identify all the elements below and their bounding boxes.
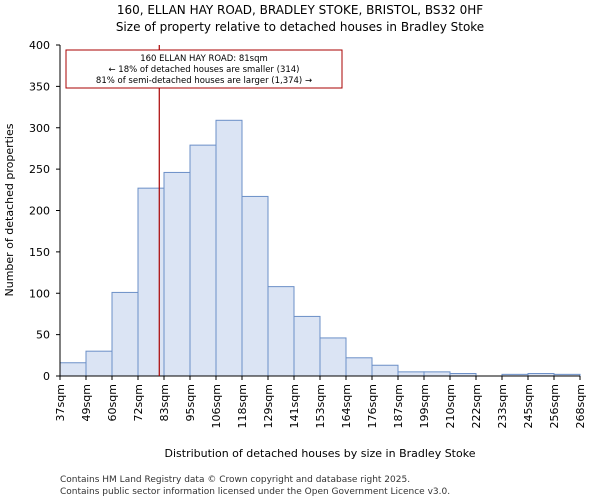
chart-title: 160, ELLAN HAY ROAD, BRADLEY STOKE, BRIS… bbox=[117, 3, 483, 17]
bar bbox=[371, 364, 399, 377]
x-axis-label: Distribution of detached houses by size … bbox=[165, 447, 476, 460]
x-tick-label: 72sqm bbox=[132, 384, 145, 421]
x-ticks: 37sqm 49sqm 60sqm 72sqm 83sqm 95sqm 106sqm 118s… bbox=[54, 376, 587, 428]
bar-series bbox=[59, 119, 581, 377]
footer-line-2: Contains public sector information licen… bbox=[60, 487, 450, 497]
y-tick-label: 400 bbox=[29, 39, 50, 52]
bar bbox=[345, 357, 373, 377]
bar bbox=[189, 144, 217, 377]
x-tick-label: 210sqm bbox=[444, 384, 457, 428]
x-tick-label: 83sqm bbox=[158, 384, 171, 421]
bar bbox=[319, 337, 347, 377]
x-tick-label: 95sqm bbox=[184, 384, 197, 421]
chart-subtitle: Size of property relative to detached ho… bbox=[116, 20, 484, 34]
x-tick-label: 37sqm bbox=[54, 384, 67, 421]
x-tick-label: 199sqm bbox=[418, 384, 431, 428]
bar bbox=[59, 362, 87, 377]
bar bbox=[423, 371, 451, 377]
y-ticks: 0 50 100 150 200 250 300 350 400 bbox=[29, 39, 60, 383]
bar bbox=[137, 187, 165, 377]
y-tick-label: 50 bbox=[36, 329, 50, 342]
y-tick-label: 250 bbox=[29, 163, 50, 176]
bar bbox=[293, 315, 321, 377]
x-tick-label: 233sqm bbox=[496, 384, 509, 428]
x-tick-label: 187sqm bbox=[392, 384, 405, 428]
y-axis-label: Number of detached properties bbox=[3, 123, 16, 296]
annotation-frame bbox=[65, 49, 343, 89]
y-tick-label: 300 bbox=[29, 122, 50, 135]
x-tick-label: 245sqm bbox=[522, 384, 535, 428]
x-tick-label: 153sqm bbox=[314, 384, 327, 428]
y-tick-label: 0 bbox=[43, 370, 50, 383]
x-tick-label: 256sqm bbox=[548, 384, 561, 428]
y-tick-label: 100 bbox=[29, 287, 50, 300]
x-tick-label: 141sqm bbox=[288, 384, 301, 428]
annotation-line-1: 160 ELLAN HAY ROAD: 81sqm bbox=[140, 54, 268, 64]
bar bbox=[163, 171, 191, 377]
x-tick-label: 118sqm bbox=[236, 384, 249, 428]
bar bbox=[267, 286, 295, 377]
y-tick-label: 200 bbox=[29, 205, 50, 218]
footer-line-1: Contains HM Land Registry data © Crown c… bbox=[60, 475, 410, 485]
annotation-box: 160 ELLAN HAY ROAD: 81sqm ← 18% of detac… bbox=[65, 49, 343, 89]
bar bbox=[241, 195, 269, 377]
x-tick-label: 129sqm bbox=[262, 384, 275, 428]
y-tick-label: 350 bbox=[29, 80, 50, 93]
x-tick-label: 49sqm bbox=[80, 384, 93, 421]
bar bbox=[111, 291, 139, 377]
annotation-line-3: 81% of semi-detached houses are larger (… bbox=[96, 76, 312, 86]
bar bbox=[85, 350, 113, 377]
x-tick-label: 268sqm bbox=[574, 384, 587, 428]
x-tick-label: 60sqm bbox=[106, 384, 119, 421]
x-tick-label: 176sqm bbox=[366, 384, 379, 428]
bar bbox=[215, 119, 243, 377]
annotation-line-2: ← 18% of detached houses are smaller (31… bbox=[108, 65, 299, 75]
y-tick-label: 150 bbox=[29, 246, 50, 259]
x-tick-label: 106sqm bbox=[210, 384, 223, 428]
x-tick-label: 222sqm bbox=[470, 384, 483, 428]
bar bbox=[397, 371, 425, 377]
x-tick-label: 164sqm bbox=[340, 384, 353, 428]
